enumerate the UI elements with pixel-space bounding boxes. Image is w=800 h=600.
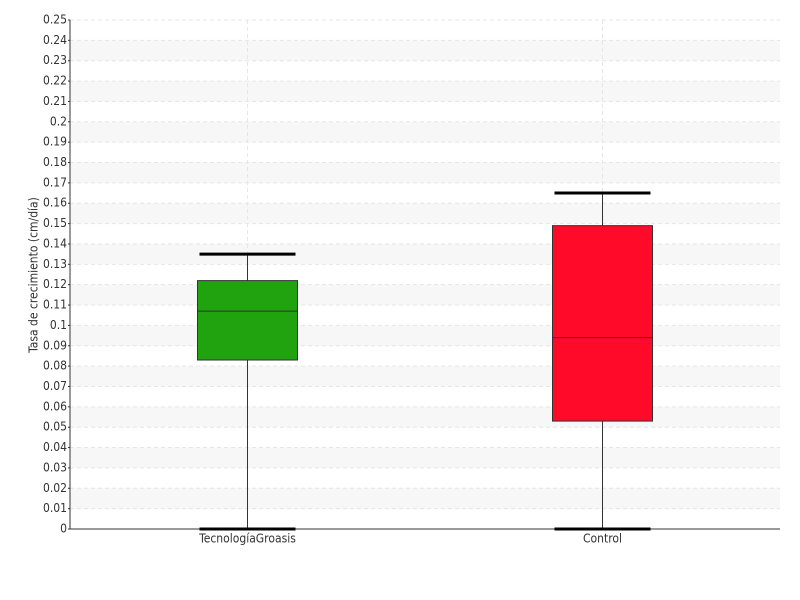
y-tick-label: 0 [60, 522, 67, 536]
grid-band [70, 447, 780, 468]
x-tick-label: Control [583, 532, 622, 546]
y-tick-label: 0.12 [43, 277, 67, 291]
y-tick-label: 0.02 [43, 481, 67, 495]
y-tick-label: 0.06 [43, 399, 67, 413]
grid-band [70, 284, 780, 306]
y-tick-label: 0.21 [43, 94, 67, 108]
y-tick-label: 0.15 [43, 216, 67, 230]
y-tick-label: 0.19 [43, 135, 67, 149]
y-axis-label: Tasa de crecimiento (cm/día) [27, 197, 41, 354]
grid-band [70, 81, 780, 102]
y-tick-label: 0.11 [43, 298, 67, 312]
y-tick-label: 0.05 [43, 420, 67, 434]
y-tick-label: 0.18 [43, 155, 67, 169]
y-tick-label: 0.01 [43, 501, 67, 515]
y-tick-label: 0.13 [43, 257, 67, 271]
y-tick-label: 0.1 [50, 318, 67, 332]
y-tick-label: 0.03 [43, 460, 67, 474]
grid-band [70, 162, 780, 183]
y-tick-label: 0.09 [43, 338, 67, 352]
y-tick-label: 0.22 [43, 74, 67, 88]
grid-band [70, 203, 780, 224]
y-tick-label: 0.25 [43, 13, 67, 27]
y-tick-label: 0.16 [43, 196, 67, 210]
grid-band [70, 366, 780, 387]
grid-band [70, 406, 780, 428]
y-tick-label: 0.04 [43, 440, 67, 454]
y-tick-label: 0.24 [43, 33, 67, 47]
grid-band [70, 40, 780, 61]
y-tick-label: 0.07 [43, 379, 67, 393]
x-tick-label: TecnologíaGroasis [198, 532, 296, 546]
grid-band [70, 488, 780, 509]
y-tick-label: 0.2 [50, 114, 67, 128]
grid-band [70, 243, 780, 265]
y-tick-label: 0.14 [43, 236, 67, 250]
box [552, 225, 653, 422]
grid-band [70, 121, 780, 143]
y-tick-label: 0.23 [43, 53, 67, 67]
y-tick-label: 0.08 [43, 359, 67, 373]
grid-band [70, 325, 780, 346]
y-tick-label: 0.17 [43, 175, 67, 189]
box [197, 280, 298, 361]
